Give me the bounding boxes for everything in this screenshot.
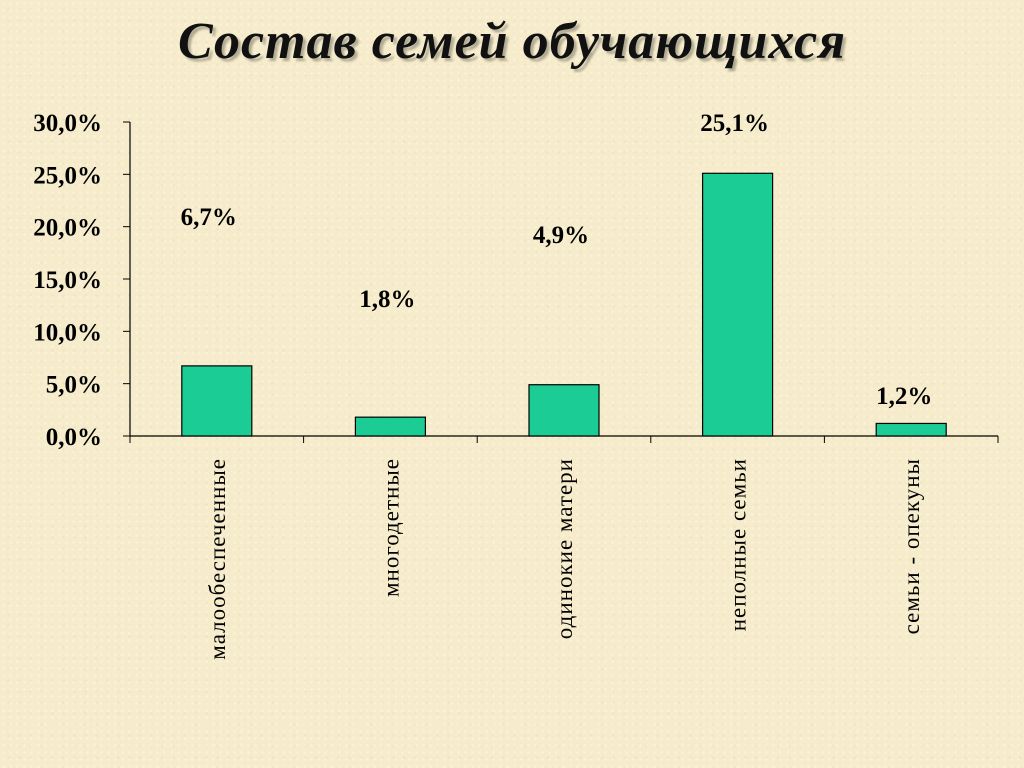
bar xyxy=(354,416,426,437)
y-tick-label: 10,0% xyxy=(33,319,102,346)
x-category-label: одинокие матери xyxy=(552,458,577,639)
chart-data-labels: 6,7% 1,8% 4,9% 25,1% 1,2% xyxy=(181,110,933,410)
bar xyxy=(181,365,253,437)
data-label: 1,2% xyxy=(876,383,932,410)
x-category-labels: малообеспеченные многодетные одинокие мате… xyxy=(205,458,924,660)
bar xyxy=(875,422,947,437)
data-label: 25,1% xyxy=(700,110,769,137)
y-tick-label: 25,0% xyxy=(33,162,102,189)
y-tick-label: 5,0% xyxy=(46,372,102,399)
x-category-label: многодетные xyxy=(378,458,403,597)
y-tick-label: 30,0% xyxy=(33,110,102,137)
y-tick-label: 20,0% xyxy=(33,215,102,242)
x-category-label: семьи - опекуны xyxy=(899,458,924,634)
x-category-label: малообеспеченные xyxy=(205,458,230,660)
y-tick-labels: 0,0% 5,0% 10,0% 15,0% 20,0% 25,0% 30,0% xyxy=(33,110,102,451)
data-label: 1,8% xyxy=(359,286,415,313)
bar xyxy=(528,384,600,437)
bar xyxy=(701,172,774,437)
data-label: 6,7% xyxy=(181,204,237,231)
chart-title: Состав семей обучающихся xyxy=(177,13,846,70)
data-label: 4,9% xyxy=(533,222,589,249)
y-tick-label: 0,0% xyxy=(46,424,102,451)
y-tick-label: 15,0% xyxy=(33,267,102,294)
chart-bars xyxy=(181,172,947,437)
x-category-label: неполные семьи xyxy=(726,458,751,631)
